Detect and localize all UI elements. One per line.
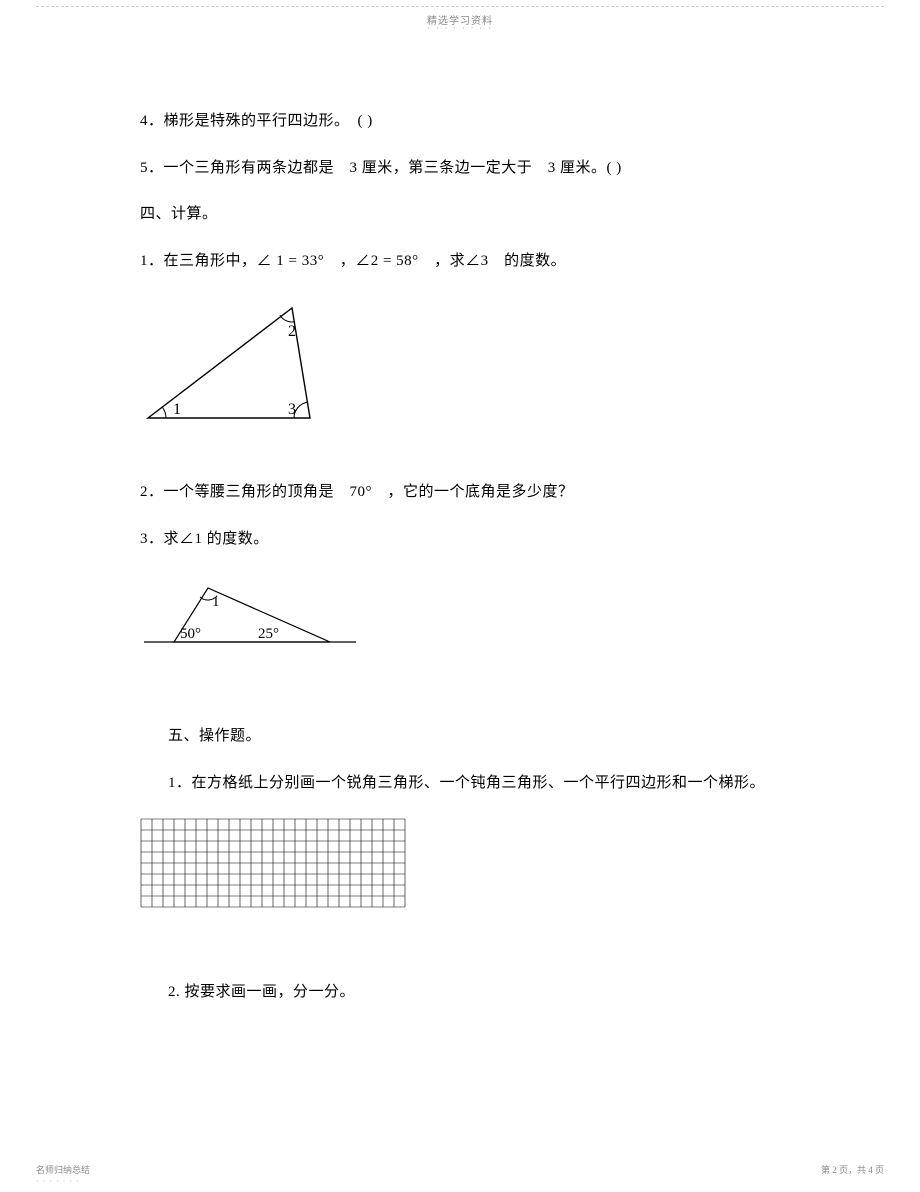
svg-text:2: 2	[288, 323, 296, 340]
op-q1-text: 1．在方格纸上分别画一个锐角三角形、一个钝角三角形、一个平行四边形和一个梯形。	[140, 772, 765, 795]
calc-q1: 1．在三角形中，∠ 1 = 33° ，∠2 = 58° ，求∠3 的度数。	[140, 250, 780, 273]
header-dots: · · · · · · · ·	[0, 24, 920, 33]
op-q1: 1．在方格纸上分别画一个锐角三角形、一个钝角三角形、一个平行四边形和一个梯形。	[140, 772, 780, 795]
content: 4．梯形是特殊的平行四边形。 ( ) 5．一个三角形有两条边都是 3 厘米，第三…	[140, 110, 780, 1028]
op-q2: 2. 按要求画一画，分一分。	[140, 981, 780, 1004]
triangle-svg-2: 50° 25° 1	[140, 574, 360, 654]
footer-right: 第 2 页，共 4 页	[821, 1163, 884, 1176]
calc-q3: 3．求∠1 的度数。	[140, 528, 780, 551]
svg-text:1: 1	[173, 401, 181, 418]
svg-text:25°: 25°	[258, 626, 279, 642]
spacer	[140, 933, 780, 981]
grid-svg	[140, 818, 406, 908]
calc-q2: 2．一个等腰三角形的顶角是 70° ，它的一个底角是多少度？	[140, 481, 780, 504]
triangle-svg-1: 1 2 3	[140, 296, 320, 426]
section-5-title: 五、操作题。	[140, 725, 780, 748]
triangle-figure-2: 50° 25° 1	[140, 574, 780, 659]
section-4-title: 四、计算。	[140, 203, 780, 226]
spacer	[140, 689, 780, 725]
grid-figure	[140, 818, 780, 913]
svg-text:3: 3	[288, 401, 296, 418]
spacer	[140, 461, 780, 481]
question-5: 5．一个三角形有两条边都是 3 厘米，第三条边一定大于 3 厘米。( )	[140, 157, 780, 180]
top-border	[36, 6, 884, 7]
footer-dots-left: · · · · · · ·	[36, 1177, 80, 1186]
question-4: 4．梯形是特殊的平行四边形。 ( )	[140, 110, 780, 133]
svg-text:50°: 50°	[180, 626, 201, 642]
footer-left: 名师归纳总结	[36, 1163, 90, 1176]
svg-text:1: 1	[212, 594, 220, 610]
triangle-figure-1: 1 2 3	[140, 296, 780, 431]
